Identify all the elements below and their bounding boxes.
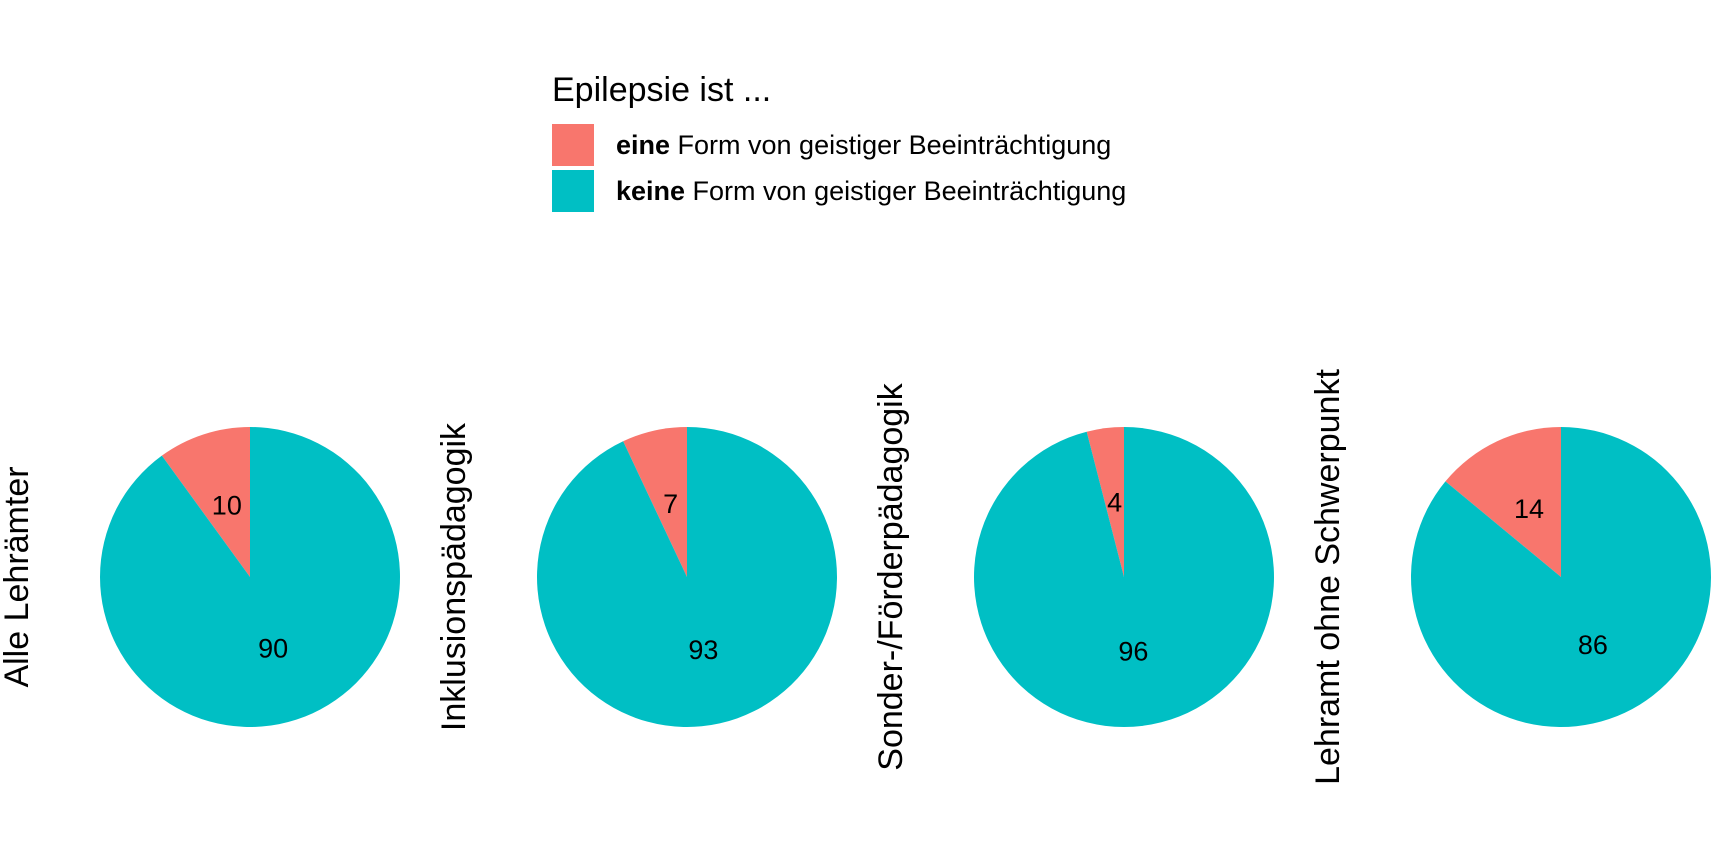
panel-label: Alle Lehrämter [0,466,36,687]
slice-value-label: 93 [688,635,718,665]
slice-value-label: 86 [1578,630,1608,660]
legend-item-eine: eine Form von geistiger Beeinträchtigung [552,122,1126,168]
pie-panel: Sonder-/Förderpädagogik 4 96 [872,382,1274,771]
legend-label-keine: keine Form von geistiger Beeinträchtigun… [616,175,1127,206]
panel-label: Inklusionspädagogik [435,422,473,731]
legend: Epilepsie ist ... eine Form von geistige… [552,70,1126,214]
pie-panel: Inklusionspädagogik 7 93 [435,422,837,731]
slice-value-label: 10 [212,491,242,521]
pie-slice-eine [1445,427,1561,577]
pie-panel: Alle Lehrämter 10 90 [0,427,401,728]
legend-swatch-eine [552,124,594,166]
pie-slice-eine [1086,427,1124,577]
legend-label-eine: eine Form von geistiger Beeinträchtigung [616,129,1112,160]
slice-value-label: 96 [1118,636,1148,666]
pie-slice-keine [537,427,837,728]
legend-item-keine: keine Form von geistiger Beeinträchtigun… [552,168,1126,214]
pie-slice-keine [100,427,401,728]
pie-slice-keine [973,427,1274,727]
panel-label: Lehramt ohne Schwerpunkt [1309,369,1347,785]
legend-swatch-keine [552,170,594,212]
legend-title: Epilepsie ist ... [552,71,772,109]
slice-value-label: 7 [663,489,678,519]
pie-panel: Lehramt ohne Schwerpunkt 14 86 [1309,369,1711,785]
slice-value-label: 90 [258,633,288,663]
panel-label: Sonder-/Förderpädagogik [872,382,910,770]
pie-slice-keine [1410,427,1711,728]
pie-slice-eine [623,427,687,577]
slice-value-label: 4 [1107,488,1122,518]
pie-slice-eine [161,427,250,577]
slice-value-label: 14 [1514,494,1544,524]
